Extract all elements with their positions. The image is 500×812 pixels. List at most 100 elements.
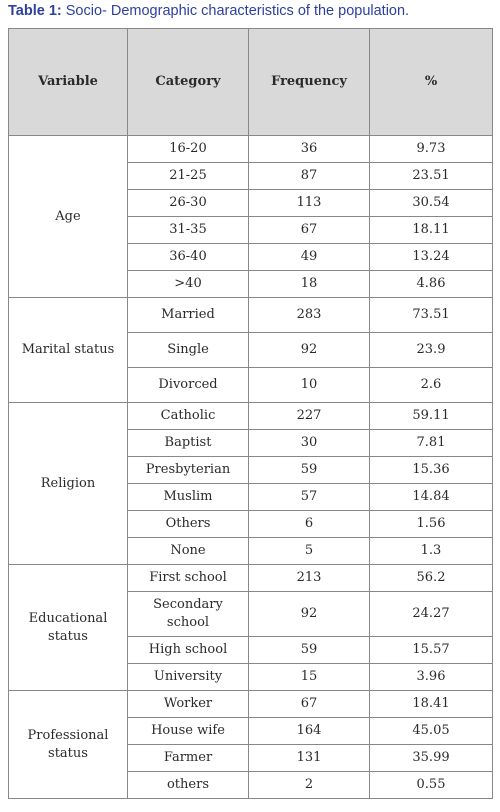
percent-cell: 0.55 — [369, 771, 493, 799]
caption-label: Table 1: — [8, 3, 62, 19]
category-cell: High school — [127, 636, 249, 664]
frequency-cell: 18 — [248, 270, 370, 298]
variable-cell: Age — [8, 135, 128, 298]
frequency-cell: 59 — [248, 636, 370, 664]
table-row: Educational status First school 213 56.2 — [8, 564, 493, 691]
percent-cell: 18.11 — [369, 216, 493, 244]
category-cell: Muslim — [127, 483, 249, 511]
table-row: Farmer 131 35.99 — [9, 744, 493, 772]
percent-cell: 1.56 — [369, 510, 493, 538]
percent-cell: 30.54 — [369, 189, 493, 217]
table-row: Age 16-20 36 9.73 — [8, 135, 493, 298]
frequency-cell: 49 — [248, 243, 370, 271]
category-cell: House wife — [127, 717, 249, 745]
table-row: Muslim 57 14.84 — [9, 483, 493, 511]
caption-text: Socio- Demographic characteristics of th… — [61, 3, 410, 19]
variable-cell: Educational status — [8, 564, 128, 691]
percent-cell: 45.05 — [369, 717, 493, 745]
frequency-cell: 227 — [248, 402, 370, 430]
table-row: University 15 3.96 — [9, 663, 493, 691]
category-cell: First school — [127, 564, 249, 592]
header-row: Variable Category Frequency % — [8, 28, 493, 136]
frequency-cell: 92 — [248, 332, 370, 368]
category-cell: Worker — [127, 690, 249, 718]
percent-cell: 2.6 — [369, 367, 493, 403]
header-frequency: Frequency — [248, 28, 370, 136]
table-row: Baptist 30 7.81 — [9, 429, 493, 457]
percent-cell: 18.41 — [369, 690, 493, 718]
frequency-cell: 15 — [248, 663, 370, 691]
category-cell: 16-20 — [127, 135, 249, 163]
table-row: Presbyterian 59 15.36 — [9, 456, 493, 484]
percent-cell: 35.99 — [369, 744, 493, 772]
frequency-cell: 87 — [248, 162, 370, 190]
category-cell: others — [127, 771, 249, 799]
frequency-cell: 67 — [248, 690, 370, 718]
table-row: Others 6 1.56 — [9, 510, 493, 538]
frequency-cell: 67 — [248, 216, 370, 244]
category-cell: >40 — [127, 270, 249, 298]
frequency-cell: 59 — [248, 456, 370, 484]
category-cell: 31-35 — [127, 216, 249, 244]
frequency-cell: 164 — [248, 717, 370, 745]
category-cell: Divorced — [127, 367, 249, 403]
percent-cell: 4.86 — [369, 270, 493, 298]
table-caption: Table 1: Socio- Demographic characterist… — [8, 3, 409, 19]
header-category: Category — [127, 28, 249, 136]
table-row: Secondary school 92 24.27 — [9, 591, 493, 637]
percent-cell: 56.2 — [369, 564, 493, 592]
header-variable: Variable — [8, 28, 128, 136]
table-row: others 2 0.55 — [9, 771, 493, 799]
frequency-cell: 213 — [248, 564, 370, 592]
category-cell: Presbyterian — [127, 456, 249, 484]
table-row: 31-35 67 18.11 — [9, 216, 493, 244]
frequency-cell: 2 — [248, 771, 370, 799]
percent-cell: 23.51 — [369, 162, 493, 190]
percent-cell: 23.9 — [369, 332, 493, 368]
table-row: Marital status Married 283 73.51 — [8, 297, 493, 403]
percent-cell: 3.96 — [369, 663, 493, 691]
category-cell: Farmer — [127, 744, 249, 772]
percent-cell: 15.57 — [369, 636, 493, 664]
frequency-cell: 57 — [248, 483, 370, 511]
percent-cell: 15.36 — [369, 456, 493, 484]
category-cell: Catholic — [127, 402, 249, 430]
frequency-cell: 113 — [248, 189, 370, 217]
table-row: 26-30 113 30.54 — [9, 189, 493, 217]
table-row: Single 92 23.9 — [9, 332, 493, 368]
category-cell: Others — [127, 510, 249, 538]
category-cell: University — [127, 663, 249, 691]
category-cell: None — [127, 537, 249, 565]
table-row: Divorced 10 2.6 — [9, 367, 493, 403]
category-cell: Baptist — [127, 429, 249, 457]
table-row: 21-25 87 23.51 — [9, 162, 493, 190]
frequency-cell: 30 — [248, 429, 370, 457]
category-cell: 26-30 — [127, 189, 249, 217]
demographics-table: Variable Category Frequency % Age 16-20 … — [8, 28, 493, 799]
percent-cell: 1.3 — [369, 537, 493, 565]
variable-cell: Marital status — [8, 297, 128, 403]
category-cell: Secondary school — [127, 591, 249, 637]
table-row: 36-40 49 13.24 — [9, 243, 493, 271]
frequency-cell: 283 — [248, 297, 370, 333]
table-row: Professional status Worker 67 18.41 — [8, 690, 493, 799]
percent-cell: 59.11 — [369, 402, 493, 430]
percent-cell: 73.51 — [369, 297, 493, 333]
percent-cell: 14.84 — [369, 483, 493, 511]
frequency-cell: 6 — [248, 510, 370, 538]
variable-cell: Professional status — [8, 690, 128, 799]
table-row: >40 18 4.86 — [9, 270, 493, 298]
frequency-cell: 92 — [248, 591, 370, 637]
variable-cell: Religion — [8, 402, 128, 565]
category-cell: Married — [127, 297, 249, 333]
table-row: Religion Catholic 227 59.11 — [8, 402, 493, 565]
category-cell: 21-25 — [127, 162, 249, 190]
category-cell: 36-40 — [127, 243, 249, 271]
category-cell: Single — [127, 332, 249, 368]
percent-cell: 13.24 — [369, 243, 493, 271]
frequency-cell: 131 — [248, 744, 370, 772]
frequency-cell: 36 — [248, 135, 370, 163]
header-percent: % — [369, 28, 493, 136]
frequency-cell: 10 — [248, 367, 370, 403]
percent-cell: 9.73 — [369, 135, 493, 163]
